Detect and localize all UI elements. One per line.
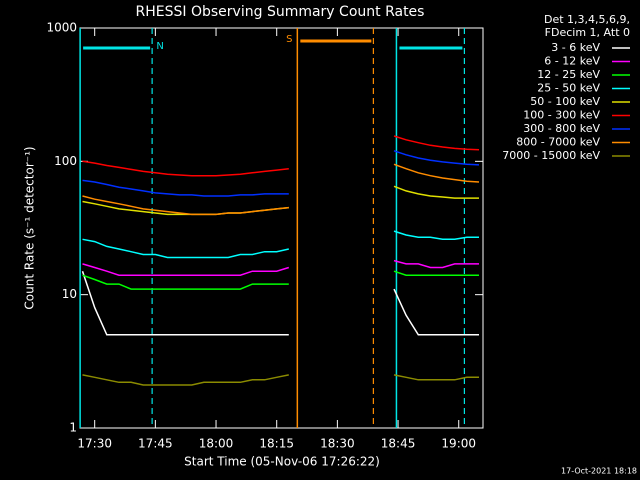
x-tick-label: 17:45 (138, 437, 173, 451)
legend-label: 50 - 100 keV (530, 95, 600, 108)
legend-label: 800 - 7000 keV (516, 136, 600, 149)
interval-label: N (156, 41, 163, 52)
series-line (82, 230, 479, 259)
legend-title: Det 1,3,4,5,6,9, (544, 13, 630, 26)
legend-label: 6 - 12 keV (544, 55, 600, 68)
legend-label: 7000 - 15000 keV (502, 149, 600, 162)
x-tick-label: 19:00 (441, 437, 476, 451)
x-tick-label: 18:00 (199, 437, 234, 451)
legend-label: 300 - 800 keV (523, 122, 600, 135)
x-tick-label: 18:15 (259, 437, 294, 451)
series-line (82, 259, 479, 276)
legend-label: 3 - 6 keV (551, 41, 600, 54)
interval-label: S (286, 34, 292, 45)
series-line (82, 163, 480, 216)
footer: 17-Oct-2021 18:18 (561, 467, 637, 476)
plot-frame (79, 27, 484, 429)
y-tick-label: 10 (62, 287, 77, 301)
y-axis-label: Count Rate (s⁻¹ detector⁻¹) (23, 146, 37, 309)
series-line (82, 135, 480, 177)
x-axis-label: Start Time (05-Nov-06 17:26:22) (184, 455, 380, 469)
legend-label: 25 - 50 keV (537, 82, 600, 95)
series-line (81, 270, 479, 336)
x-tick-label: 18:30 (320, 437, 355, 451)
x-tick-label: 17:30 (77, 437, 112, 451)
y-tick-label: 1000 (46, 21, 77, 35)
y-tick-label: 100 (54, 154, 77, 168)
legend-label: 12 - 25 keV (537, 68, 600, 81)
y-tick-label: 1 (69, 421, 77, 435)
series-line (82, 150, 480, 197)
legend-label: 100 - 300 keV (523, 109, 600, 122)
legend-title: FDecim 1, Att 0 (545, 26, 630, 39)
x-tick-label: 18:45 (381, 437, 416, 451)
series-line (82, 270, 479, 290)
series-line (82, 374, 479, 386)
chart-title: RHESSI Observing Summary Count Rates (136, 4, 425, 20)
